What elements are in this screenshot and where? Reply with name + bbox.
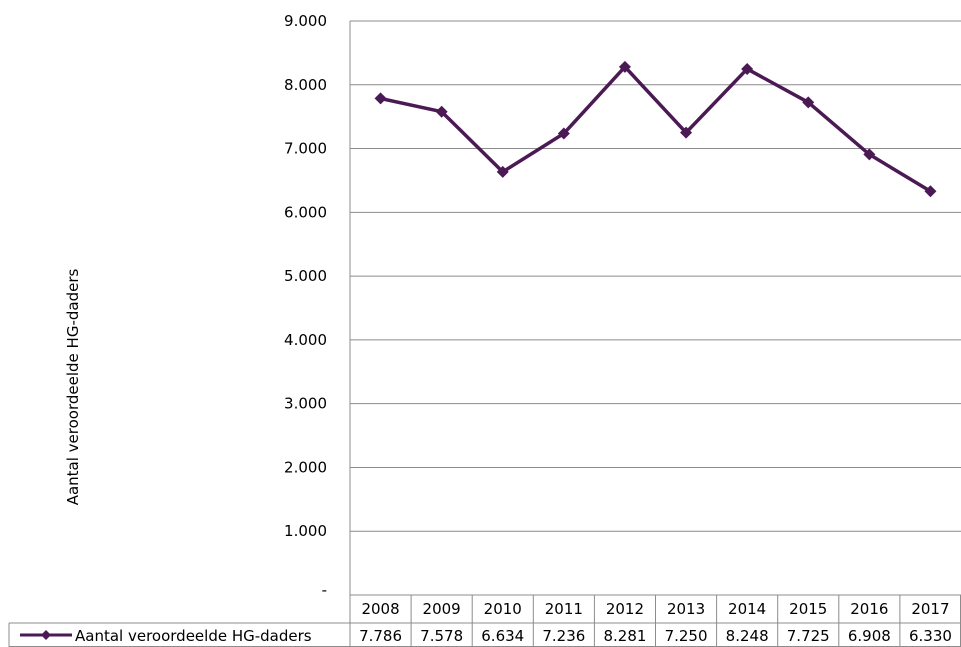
table-value-cell: 7.725: [787, 627, 830, 645]
data-point-marker: [680, 126, 693, 139]
data-point-marker: [435, 105, 448, 118]
x-category-label: 2014: [728, 600, 766, 618]
y-tick-label: 6.000: [284, 203, 327, 221]
legend-series-label: Aantal veroordeelde HG-daders: [75, 627, 312, 645]
table-value-cell: 7.236: [542, 627, 585, 645]
x-category-label: 2017: [911, 600, 949, 618]
data-point-marker: [741, 62, 754, 75]
table-value-cell: 7.786: [359, 627, 402, 645]
gridlines: [349, 20, 961, 647]
series-layer: [374, 60, 937, 198]
table-value-cell: 8.248: [726, 627, 769, 645]
data-point-marker: [374, 92, 387, 105]
x-category-label: 2012: [606, 600, 644, 618]
data-point-marker: [863, 148, 876, 161]
y-tick-label: 8.000: [284, 76, 327, 94]
x-category-label: 2008: [361, 600, 399, 618]
data-point-marker: [557, 127, 570, 140]
table-value-cell: 7.578: [420, 627, 463, 645]
table-value-cell: 6.908: [848, 627, 891, 645]
y-axis-label: Aantal veroordeelde HG-daders: [64, 269, 82, 506]
data-point-marker: [924, 185, 937, 198]
x-category-label: 2013: [667, 600, 705, 618]
y-tick-label: 7.000: [284, 140, 327, 158]
table-value-cell: 6.330: [909, 627, 952, 645]
table-value-cell: 7.250: [665, 627, 708, 645]
data-point-marker: [496, 165, 509, 178]
y-tick-label: -: [322, 581, 327, 599]
y-tick-label: 5.000: [284, 267, 327, 285]
y-axis-ticks: - 1.000 2.000 3.000 4.000 5.000 6.000 7.000 8.00…: [284, 12, 327, 599]
data-point-marker: [802, 96, 815, 109]
legend-marker: [41, 630, 51, 640]
series-line: [380, 65, 932, 193]
y-tick-label: 4.000: [284, 331, 327, 349]
table-value-cell: 6.634: [481, 627, 524, 645]
x-category-label: 2011: [545, 600, 583, 618]
y-tick-label: 1.000: [284, 522, 327, 540]
x-category-label: 2016: [850, 600, 888, 618]
x-category-label: 2015: [789, 600, 827, 618]
x-category-label: 2010: [484, 600, 522, 618]
data-point-marker: [618, 60, 631, 73]
y-tick-label: 9.000: [284, 12, 327, 30]
y-tick-label: 3.000: [284, 395, 327, 413]
data-table: 2008 7.786 2009 7.578 2010 6.634 2011 7.236 2012…: [8, 594, 961, 647]
table-value-cell: 8.281: [603, 627, 646, 645]
x-category-label: 2009: [423, 600, 461, 618]
y-tick-label: 2.000: [284, 458, 327, 476]
